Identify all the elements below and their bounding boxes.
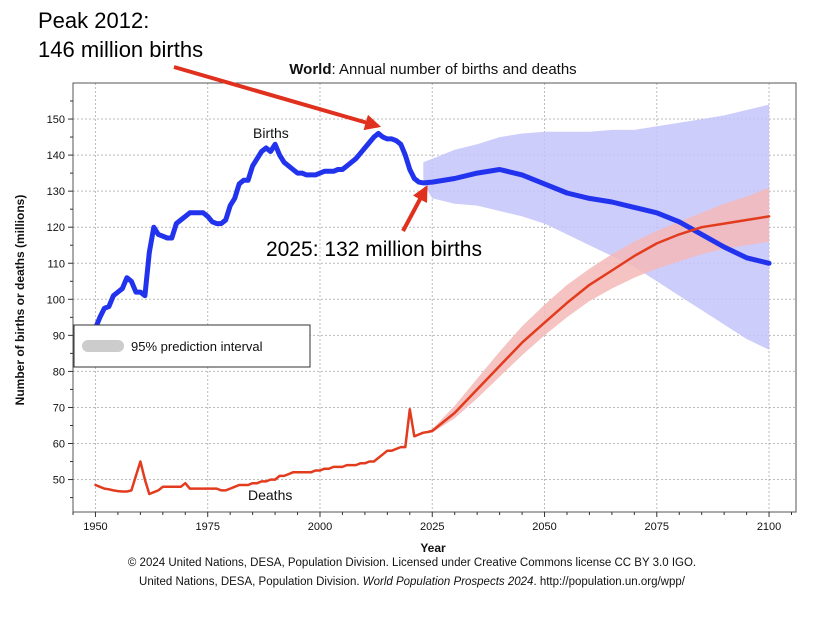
y-tick-label: 130 [47, 186, 65, 198]
x-tick-label: 2100 [757, 521, 781, 533]
legend: 95% prediction interval [73, 324, 311, 368]
x-tick-label: 2075 [645, 521, 669, 533]
births-series-label: Births [253, 125, 289, 141]
y-tick-label: 120 [47, 222, 65, 234]
births-2025-arrow [401, 185, 428, 232]
births-2025-annotation: 2025: 132 million births [266, 238, 482, 261]
y-tick-label: 70 [53, 402, 65, 414]
peak-annotation-line2: 146 million births [38, 37, 204, 62]
births-line [93, 131, 772, 331]
chart-title: World: Annual number of births and death… [289, 61, 576, 78]
y-tick-label: 110 [47, 258, 65, 270]
prediction-bands [423, 104, 770, 433]
axes: 1950 1975 2000 2025 2050 2075 2100 50 60 70 80 90 10… [47, 100, 793, 533]
credit-line-1: © 2024 United Nations, DESA, Population … [127, 557, 697, 569]
x-tick-label: 2025 [420, 521, 444, 533]
deaths-line [94, 215, 771, 496]
credit-line-2-title: World Population Prospects 2024 [362, 576, 534, 588]
legend-label: 95% prediction interval [131, 339, 263, 354]
legend-swatch [82, 340, 124, 352]
y-tick-label: 50 [53, 475, 65, 487]
x-tick-label: 2000 [308, 521, 332, 533]
y-tick-label: 150 [47, 114, 65, 126]
y-tick-label: 140 [47, 150, 65, 162]
plot-frame [72, 82, 797, 513]
data-lines [93, 131, 772, 496]
credit-line-2: United Nations, DESA, Population Divisio… [0, 576, 824, 588]
credit-line-2-suffix: . http://population.un.org/wpp/ [533, 576, 685, 588]
credit-line-2-prefix: United Nations, DESA, Population Divisio… [139, 576, 360, 588]
deaths-series-label: Deaths [248, 487, 292, 503]
y-tick-label: 60 [53, 439, 65, 451]
x-tick-label: 1950 [83, 521, 107, 533]
y-tick-label: 80 [53, 366, 65, 378]
y-tick-label: 90 [53, 330, 65, 342]
y-axis-label: Number of births or deaths (millions) [13, 195, 27, 406]
x-tick-label: 2050 [532, 521, 556, 533]
x-axis-label: Year [420, 541, 446, 555]
births-prediction-band [423, 104, 770, 350]
x-tick-label: 1975 [195, 521, 219, 533]
y-tick-label: 100 [47, 294, 65, 306]
peak-arrow [173, 65, 382, 131]
deaths-prediction-band [423, 187, 770, 433]
peak-annotation-line1: Peak 2012: [38, 8, 150, 33]
